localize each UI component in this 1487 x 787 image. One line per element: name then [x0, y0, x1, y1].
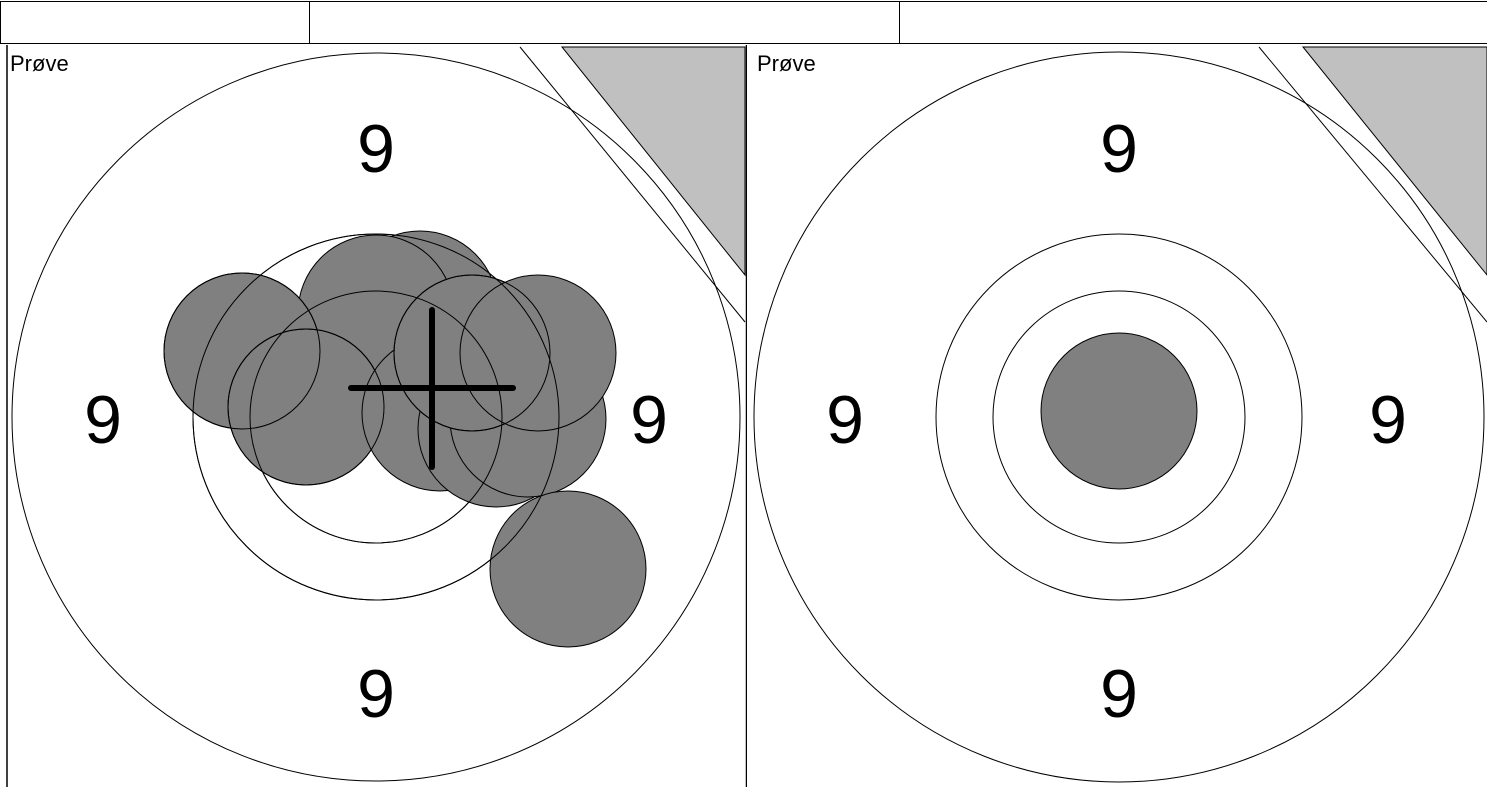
ring-number-top: 9	[1100, 111, 1138, 187]
header-bar	[0, 0, 1487, 45]
shot-hole[interactable]	[1040, 332, 1198, 490]
ring-number-left: 9	[84, 382, 122, 458]
target-ring-9-overlay	[192, 233, 560, 601]
target-panel-2[interactable]: 9 9 9 9 Prøve	[747, 45, 1487, 787]
shot-hole[interactable]	[227, 328, 385, 486]
target-ring-10	[992, 290, 1246, 544]
shot-outline	[227, 328, 385, 486]
ring-number-top: 9	[357, 111, 395, 187]
ring-number-bottom: 9	[1100, 656, 1138, 732]
ring-number-right: 9	[1369, 382, 1407, 458]
ring-number-right: 9	[630, 382, 668, 458]
corner-marker-line	[1258, 46, 1487, 323]
target-ring-9	[935, 233, 1303, 601]
ring-number-left: 9	[826, 382, 864, 458]
shot-group	[163, 230, 647, 648]
panel-2-label: Prøve	[757, 51, 816, 76]
corner-marker	[560, 46, 746, 277]
panel-1-label: Prøve	[10, 51, 69, 76]
target-2-svg: 9 9 9 9	[753, 46, 1487, 783]
corner-marker-line	[519, 46, 746, 323]
target-ring-10-overlay	[249, 290, 503, 544]
shot-hole[interactable]	[459, 274, 617, 432]
header-cell-3	[900, 1, 1487, 44]
target-1-svg: 9 9 9 9	[6, 45, 747, 787]
target-panel-1[interactable]: 9 9 9 9 Prøve	[0, 45, 747, 787]
shot-outline	[393, 274, 551, 432]
shot-outline	[163, 272, 321, 430]
shot-hole[interactable]	[489, 490, 647, 648]
corner-marker	[1301, 46, 1487, 276]
target-ring-outer	[753, 51, 1485, 783]
ring-number-bottom: 9	[357, 656, 395, 732]
header-cell-1	[0, 1, 310, 44]
header-cell-2	[310, 1, 900, 44]
target-ring-outer	[11, 52, 741, 782]
